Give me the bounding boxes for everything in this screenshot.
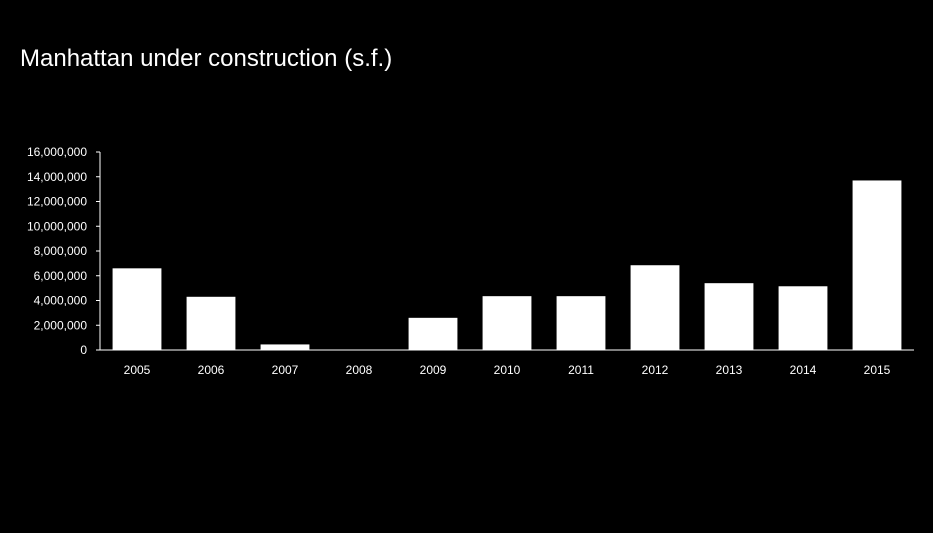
x-tick-label: 2005 (124, 363, 151, 377)
x-axis: 2005 2006 2007 2008 2009 2010 2011 2012 2013 2014… (100, 349, 914, 377)
x-tick-label: 2008 (346, 363, 373, 377)
bar-2010 (482, 296, 532, 350)
chart-title: Manhattan under construction (s.f.) (20, 45, 393, 72)
y-tick-label: 8,000,000 (34, 244, 88, 258)
bar-2014 (778, 286, 828, 350)
x-tick-label: 2006 (198, 363, 225, 377)
bar-2009 (408, 317, 458, 350)
y-tick-label: 2,000,000 (34, 318, 88, 332)
x-tick-label: 2013 (716, 363, 743, 377)
bar-2015 (852, 180, 902, 350)
bar-2013 (704, 283, 754, 350)
x-tick-label: 2010 (494, 363, 521, 377)
x-tick-label: 2012 (642, 363, 669, 377)
x-tick-label: 2015 (864, 363, 891, 377)
y-tick-label: 6,000,000 (34, 269, 88, 283)
y-tick-label: 14,000,000 (27, 170, 87, 184)
y-axis: 0 2,000,000 4,000,000 6,000,000 8,000,000 10,… (27, 145, 101, 357)
y-tick-label: 10,000,000 (27, 219, 87, 233)
bar-2006 (186, 296, 236, 350)
y-tick-label: 12,000,000 (27, 195, 87, 209)
x-tick-label: 2009 (420, 363, 447, 377)
bars (112, 180, 902, 350)
bar-2005 (112, 268, 162, 350)
x-tick-label: 2014 (790, 363, 817, 377)
x-tick-label: 2011 (568, 363, 594, 377)
bar-2012 (630, 265, 680, 350)
bar-2011 (556, 296, 606, 350)
bar-2007 (260, 344, 310, 350)
x-tick-label: 2007 (272, 363, 299, 377)
y-tick-label: 0 (80, 343, 87, 357)
y-tick-label: 16,000,000 (27, 145, 87, 159)
y-tick-label: 4,000,000 (34, 294, 88, 308)
